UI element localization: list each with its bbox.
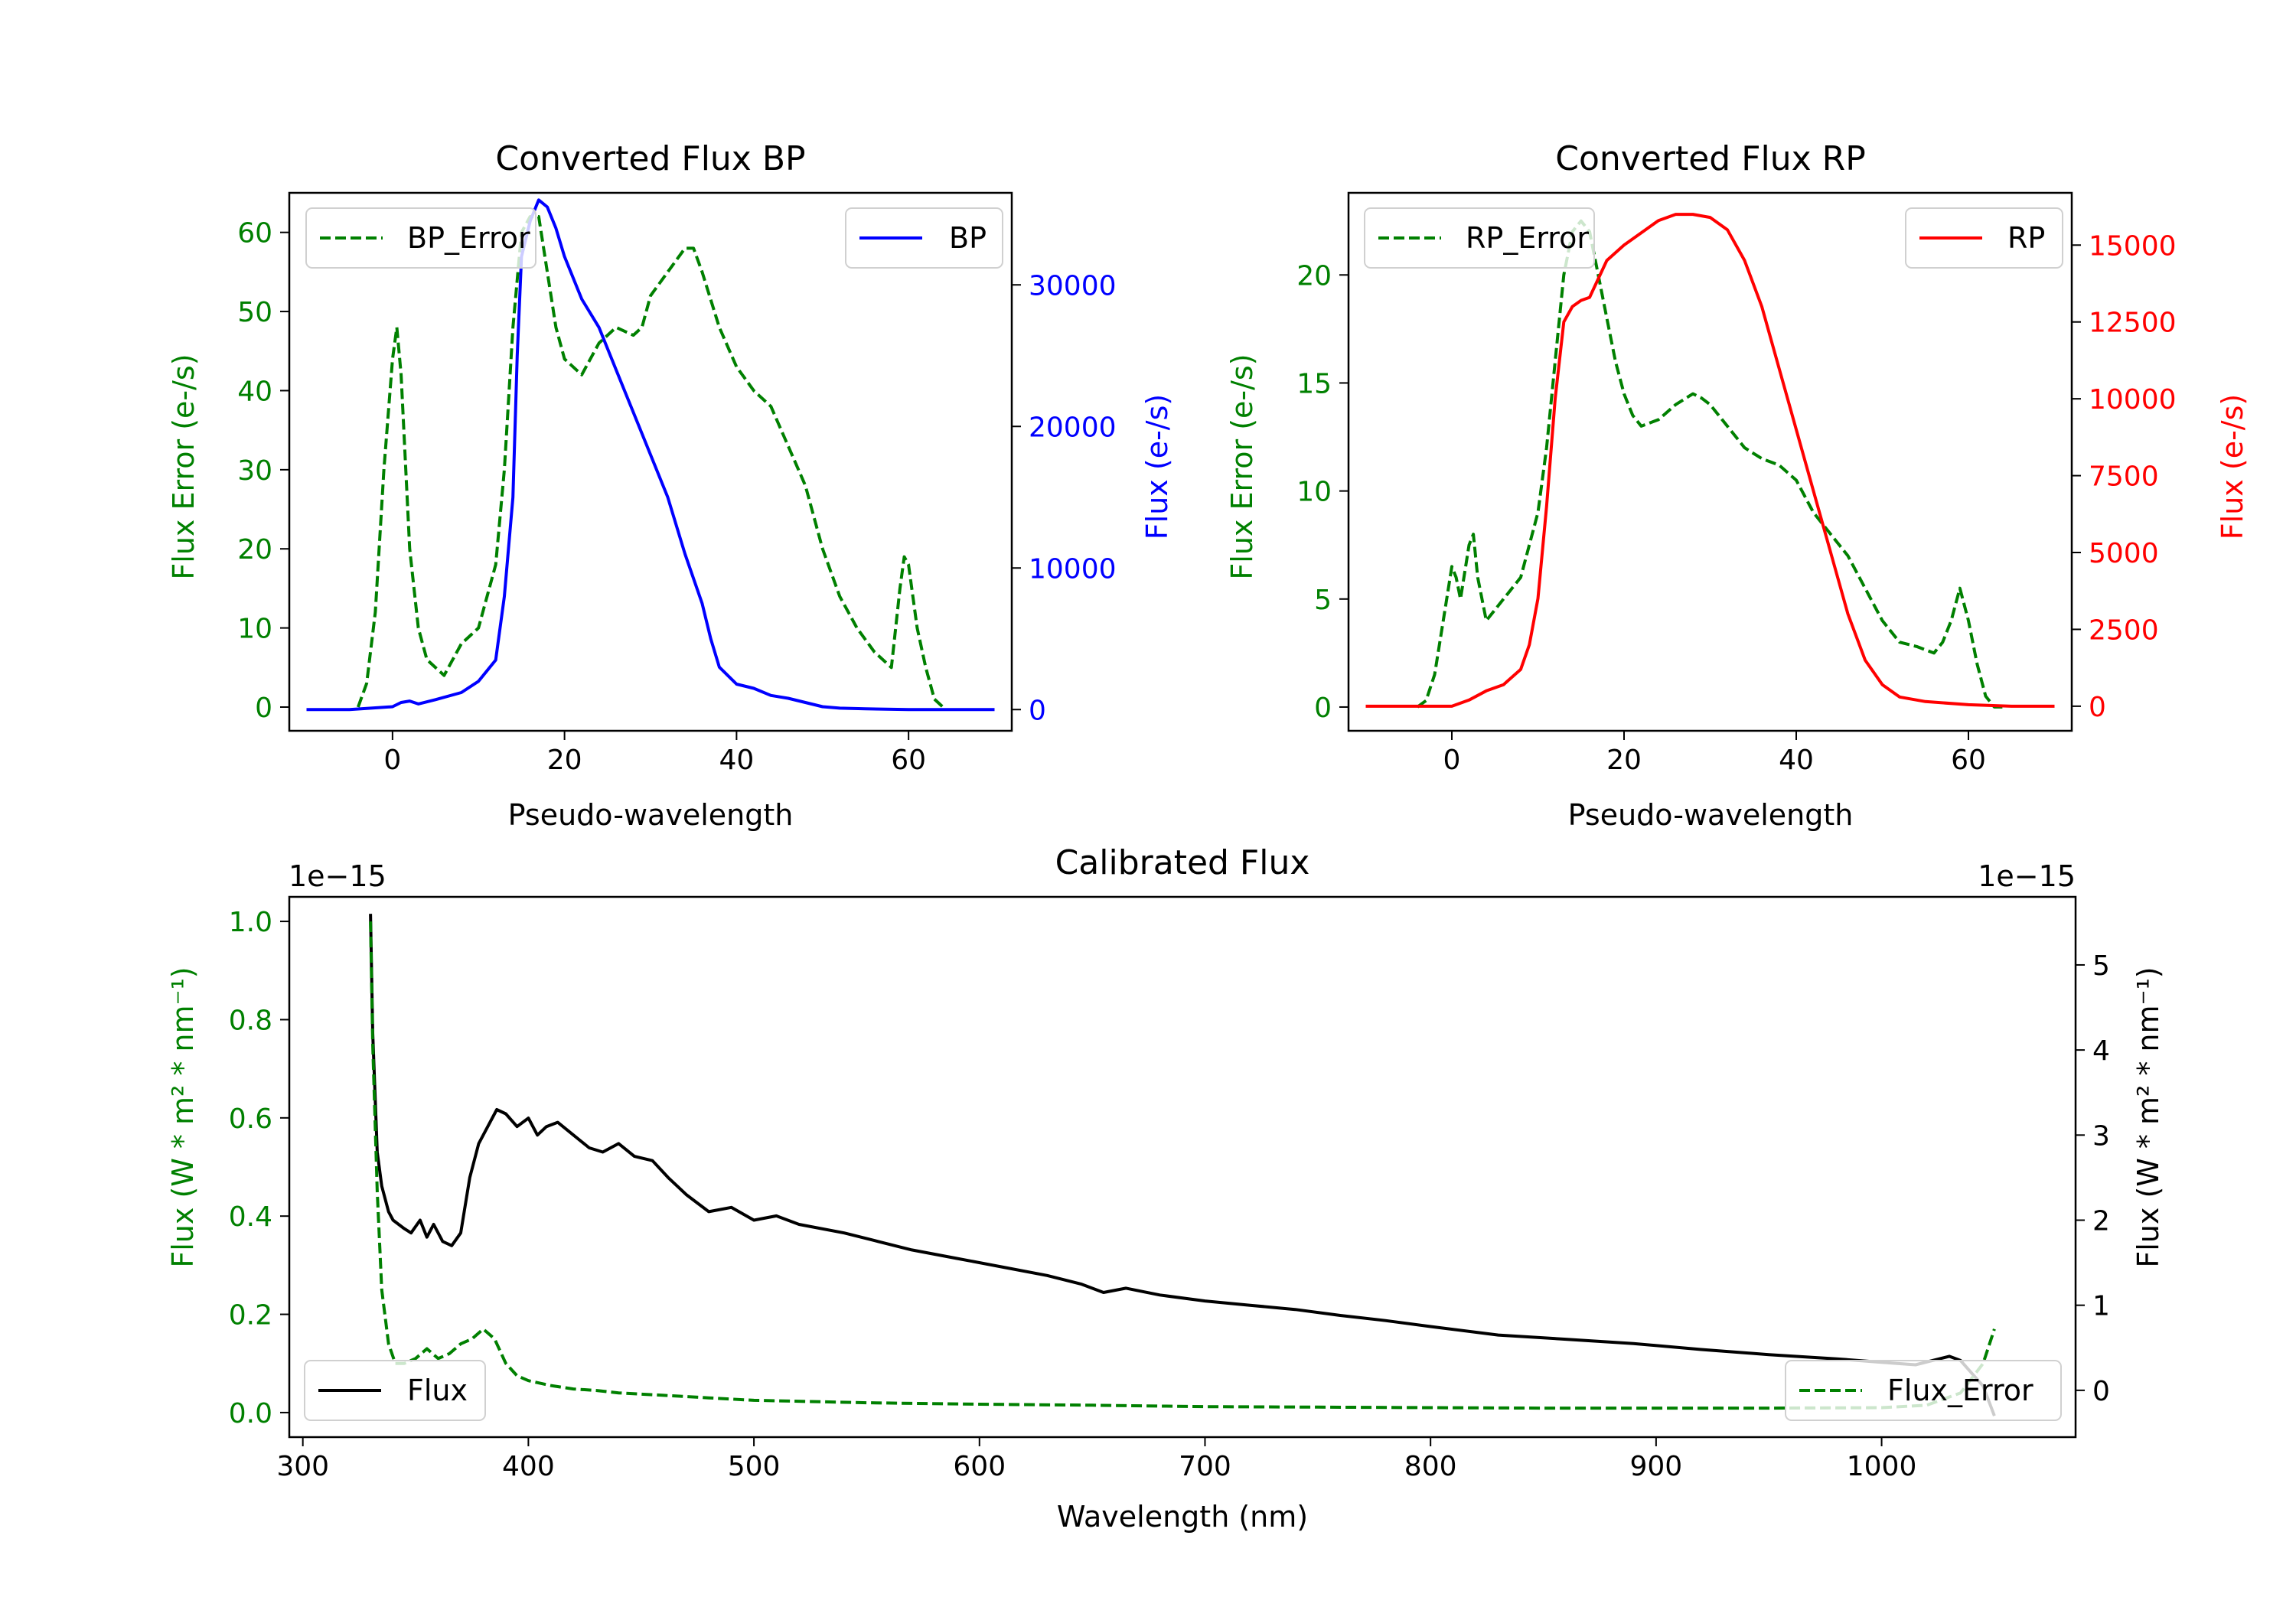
calibrated-title: Calibrated Flux (1055, 843, 1310, 882)
bp-ytick-left-label: 50 (237, 297, 272, 328)
bp-xtick-label: 20 (547, 745, 582, 776)
rp-line-rp (1365, 213, 2055, 708)
rp-title: Converted Flux RP (1555, 139, 1866, 178)
bp-ytick-right-label: 10000 (1029, 553, 1117, 585)
bp-ylabel-left: Flux Error (e-/s) (167, 354, 201, 579)
calibrated-ytick-left-label: 0.2 (229, 1300, 272, 1332)
calibrated-xtick-label: 900 (1630, 1451, 1683, 1482)
calibrated-line-flux (369, 914, 1996, 1416)
bp-ylabel-right: Flux (e-/s) (1140, 394, 1174, 539)
calibrated-ytick-left-label: 0.4 (229, 1201, 272, 1233)
rp-ytick-right-label: 10000 (2089, 384, 2177, 416)
calibrated-ytick-right-label: 0 (2092, 1376, 2110, 1407)
rp-legend-flux-label: RP (2007, 221, 2045, 255)
rp-ytick-left-label: 20 (1296, 260, 1332, 292)
rp-xlabel: Pseudo-wavelength (1568, 798, 1854, 832)
bp-line-bp-error (357, 215, 944, 709)
rp-legend-error: RP_Error (1364, 207, 1595, 269)
calibrated-line-flux-error (369, 921, 1996, 1410)
bp-ytick-left-label: 20 (237, 534, 272, 566)
calibrated-xtick-label: 500 (728, 1451, 781, 1482)
panel-converted-flux-rp: 0 20 40 60 0 5 10 15 20 0 2500 5000 7500 10000 12500 15… (1225, 139, 2249, 832)
rp-line-rp-error (1416, 219, 2003, 709)
rp-ylabel-right: Flux (e-/s) (2216, 394, 2249, 539)
calibrated-offset-left: 1e−15 (289, 859, 386, 893)
bp-legend-flux-label: BP (949, 221, 987, 255)
rp-legend-flux: RP (1905, 207, 2063, 269)
rp-ytick-left-label: 10 (1296, 477, 1332, 508)
rp-ytick-right-label: 12500 (2089, 308, 2177, 339)
bp-title: Converted Flux BP (495, 139, 805, 178)
rp-ytick-right-label: 5000 (2089, 538, 2159, 569)
calibrated-plot-content: 300 400 500 600 700 800 900 1000 0.0 0.2 0.4 0.6 0.8… (229, 895, 2110, 1482)
calibrated-ytick-right-label: 2 (2092, 1205, 2110, 1237)
calibrated-ytick-right-label: 3 (2092, 1120, 2110, 1152)
calibrated-legend-flux: Flux (304, 1360, 486, 1421)
calibrated-legend-flux-label: Flux (407, 1374, 468, 1407)
bp-ytick-left-label: 0 (255, 693, 272, 724)
calibrated-ytick-left-label: 0.0 (229, 1398, 272, 1429)
bp-line-bp (306, 198, 995, 712)
rp-ytick-right-label: 2500 (2089, 614, 2159, 646)
calibrated-xtick-label: 300 (276, 1451, 329, 1482)
bp-legend-flux: BP (845, 207, 1003, 269)
calibrated-xtick-label: 400 (502, 1451, 555, 1482)
calibrated-ytick-right-label: 4 (2092, 1035, 2110, 1067)
bp-ytick-left-label: 60 (237, 218, 272, 249)
bp-xlabel: Pseudo-wavelength (508, 798, 794, 832)
rp-series (1365, 213, 2055, 709)
panel-calibrated-flux: 300 400 500 600 700 800 900 1000 0.0 0.2 0.4 0.6 0.8… (166, 843, 2165, 1534)
calibrated-ytick-right-label: 1 (2092, 1291, 2110, 1322)
calibrated-ytick-left-label: 0.8 (229, 1005, 272, 1036)
bp-xtick-label: 0 (383, 745, 401, 776)
rp-ytick-left-label: 15 (1296, 368, 1332, 399)
calibrated-ytick-left-label: 1.0 (229, 907, 272, 938)
calibrated-series (369, 914, 1996, 1416)
rp-xtick-label: 40 (1779, 745, 1814, 776)
bp-plot-content: 0 20 40 60 0 10 20 30 40 50 60 0 10000 20000 30000 (237, 191, 1117, 776)
bp-ytick-left-label: 10 (237, 614, 272, 645)
calibrated-ytick-right-label: 5 (2092, 950, 2110, 982)
bp-ytick-right-label: 0 (1029, 695, 1046, 726)
calibrated-axes-frame (288, 895, 2077, 1439)
rp-plot-content: 0 20 40 60 0 5 10 15 20 0 2500 5000 7500 10000 12500 15… (1296, 191, 2177, 776)
calibrated-ylabel-right: Flux (W * m² * nm⁻¹) (2131, 966, 2165, 1267)
rp-xtick-label: 20 (1606, 745, 1642, 776)
rp-ytick-right-label: 0 (2089, 692, 2106, 723)
panel-converted-flux-bp: 0 20 40 60 0 10 20 30 40 50 60 0 10000 20000 30000 Con… (167, 139, 1174, 832)
rp-ytick-right-label: 7500 (2089, 461, 2159, 493)
rp-ytick-right-label: 15000 (2089, 230, 2177, 262)
calibrated-xtick-label: 700 (1179, 1451, 1231, 1482)
calibrated-offset-right: 1e−15 (1978, 859, 2076, 893)
rp-legend-error-label: RP_Error (1466, 221, 1589, 255)
bp-legend-error: BP_Error (305, 207, 536, 269)
rp-ylabel-left: Flux Error (e-/s) (1225, 354, 1259, 579)
rp-ytick-left-label: 0 (1314, 693, 1332, 724)
bp-axes-frame (288, 191, 1013, 732)
bp-ytick-right-label: 20000 (1029, 412, 1117, 443)
bp-legend-error-label: BP_Error (407, 221, 530, 255)
bp-xtick-label: 60 (891, 745, 926, 776)
bp-ytick-right-label: 30000 (1029, 270, 1117, 302)
bp-series (306, 198, 995, 712)
calibrated-xtick-label: 800 (1404, 1451, 1457, 1482)
calibrated-legend-error-label: Flux_Error (1887, 1374, 2033, 1407)
calibrated-xtick-label: 1000 (1847, 1451, 1917, 1482)
bp-ytick-left-label: 30 (237, 455, 272, 487)
calibrated-xlabel: Wavelength (nm) (1057, 1500, 1308, 1534)
calibrated-ylabel-left: Flux (W * m² * nm⁻¹) (166, 966, 200, 1267)
rp-xtick-label: 0 (1443, 745, 1461, 776)
rp-ytick-left-label: 5 (1314, 585, 1332, 616)
rp-axes-frame (1347, 191, 2073, 732)
bp-xtick-label: 40 (719, 745, 754, 776)
rp-xtick-label: 60 (1951, 745, 1986, 776)
bp-ytick-left-label: 40 (237, 376, 272, 407)
calibrated-ytick-left-label: 0.6 (229, 1103, 272, 1135)
calibrated-legend-error: Flux_Error (1785, 1360, 2062, 1421)
calibrated-xtick-label: 600 (953, 1451, 1006, 1482)
